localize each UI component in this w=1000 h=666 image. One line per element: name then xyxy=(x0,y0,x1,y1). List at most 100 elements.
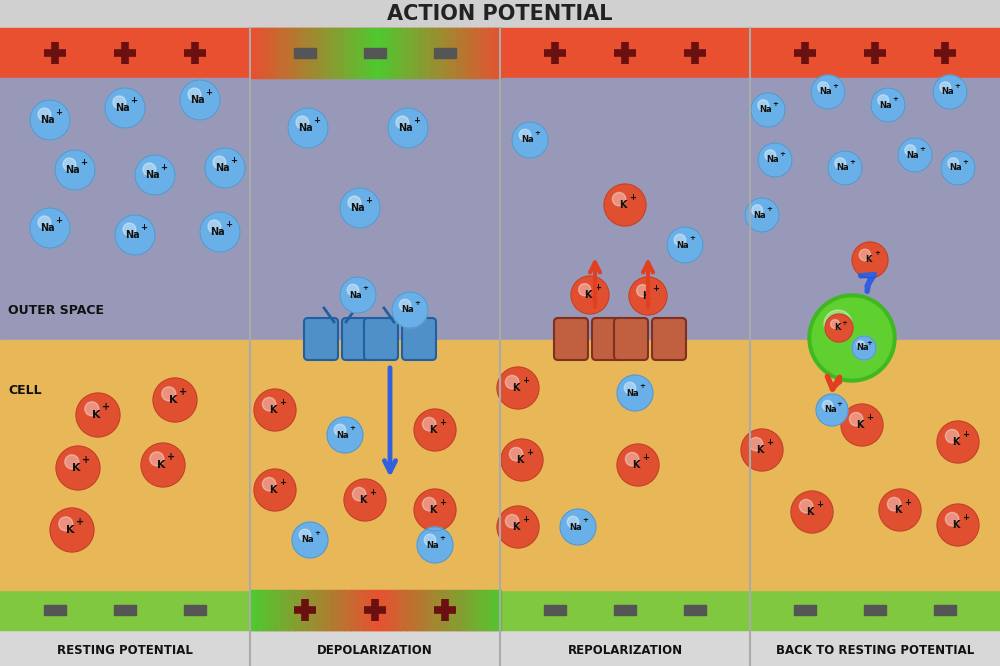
Bar xyxy=(0,78,250,340)
Text: +: + xyxy=(874,250,880,256)
Circle shape xyxy=(352,488,366,501)
Text: K: K xyxy=(359,495,367,505)
Bar xyxy=(500,340,750,590)
Circle shape xyxy=(617,444,659,486)
Bar xyxy=(494,590,501,630)
Circle shape xyxy=(334,424,346,436)
Text: +: + xyxy=(313,116,320,125)
Text: Na: Na xyxy=(337,430,349,440)
Bar xyxy=(462,28,470,78)
Circle shape xyxy=(791,491,833,533)
Text: +: + xyxy=(413,116,420,125)
Text: +: + xyxy=(772,101,778,107)
Circle shape xyxy=(344,479,386,521)
Bar xyxy=(325,590,332,630)
Text: +: + xyxy=(779,151,785,157)
Circle shape xyxy=(758,143,792,177)
Circle shape xyxy=(560,509,596,545)
Circle shape xyxy=(505,376,519,389)
Bar xyxy=(444,590,451,630)
Bar xyxy=(419,590,426,630)
Bar xyxy=(750,340,1000,590)
Text: K: K xyxy=(952,437,960,447)
Text: +: + xyxy=(167,452,175,462)
Text: Na: Na xyxy=(190,95,205,105)
FancyBboxPatch shape xyxy=(592,318,626,360)
Circle shape xyxy=(296,116,309,129)
Circle shape xyxy=(933,75,967,109)
Text: Na: Na xyxy=(40,115,55,125)
Bar xyxy=(488,28,495,78)
Bar xyxy=(684,605,706,615)
Text: Na: Na xyxy=(522,135,534,145)
Circle shape xyxy=(505,514,519,528)
Circle shape xyxy=(399,299,411,311)
FancyBboxPatch shape xyxy=(554,318,588,360)
Text: K: K xyxy=(512,522,520,532)
Bar xyxy=(381,28,388,78)
Bar xyxy=(425,590,432,630)
Bar xyxy=(400,590,407,630)
Text: Na: Na xyxy=(824,406,836,414)
Bar xyxy=(394,28,401,78)
Circle shape xyxy=(501,439,543,481)
Bar xyxy=(419,28,426,78)
Circle shape xyxy=(945,430,959,443)
Circle shape xyxy=(85,402,99,416)
Circle shape xyxy=(348,196,361,209)
Circle shape xyxy=(604,184,646,226)
Circle shape xyxy=(254,469,296,511)
Circle shape xyxy=(852,336,876,360)
Circle shape xyxy=(825,314,853,342)
Bar xyxy=(269,28,276,78)
Circle shape xyxy=(392,292,428,328)
Bar xyxy=(375,590,382,630)
Bar xyxy=(475,590,482,630)
Circle shape xyxy=(497,506,539,548)
Circle shape xyxy=(519,129,531,141)
Bar xyxy=(431,590,438,630)
Circle shape xyxy=(414,409,456,451)
Text: +: + xyxy=(816,500,823,509)
Bar xyxy=(344,28,351,78)
Circle shape xyxy=(937,504,979,546)
Circle shape xyxy=(262,478,276,491)
Text: +: + xyxy=(315,530,320,536)
Circle shape xyxy=(288,108,328,148)
Bar xyxy=(364,48,386,58)
Text: Na: Na xyxy=(677,240,689,250)
Circle shape xyxy=(765,150,776,161)
Circle shape xyxy=(637,284,649,297)
Circle shape xyxy=(143,163,156,176)
Circle shape xyxy=(56,446,100,490)
Circle shape xyxy=(123,223,136,236)
Circle shape xyxy=(153,378,197,422)
Circle shape xyxy=(940,82,951,93)
Circle shape xyxy=(55,150,95,190)
Circle shape xyxy=(937,421,979,463)
Bar xyxy=(362,28,370,78)
Bar xyxy=(444,28,451,78)
Bar xyxy=(275,28,282,78)
Text: Na: Na xyxy=(907,151,919,159)
Bar xyxy=(306,28,314,78)
Circle shape xyxy=(162,387,176,401)
Circle shape xyxy=(758,100,769,111)
Bar xyxy=(312,28,320,78)
Circle shape xyxy=(327,417,363,453)
Text: +: + xyxy=(225,220,232,229)
Circle shape xyxy=(624,382,636,394)
Circle shape xyxy=(831,320,840,328)
Circle shape xyxy=(799,500,813,513)
Text: K: K xyxy=(429,425,437,435)
Circle shape xyxy=(835,158,846,168)
Circle shape xyxy=(629,277,667,315)
Circle shape xyxy=(213,156,226,168)
Bar xyxy=(500,28,750,78)
Circle shape xyxy=(674,234,686,246)
Circle shape xyxy=(749,438,763,451)
Text: RESTING POTENTIAL: RESTING POTENTIAL xyxy=(57,643,193,657)
Bar xyxy=(0,28,250,78)
Text: +: + xyxy=(640,383,645,389)
Text: +: + xyxy=(866,412,873,422)
